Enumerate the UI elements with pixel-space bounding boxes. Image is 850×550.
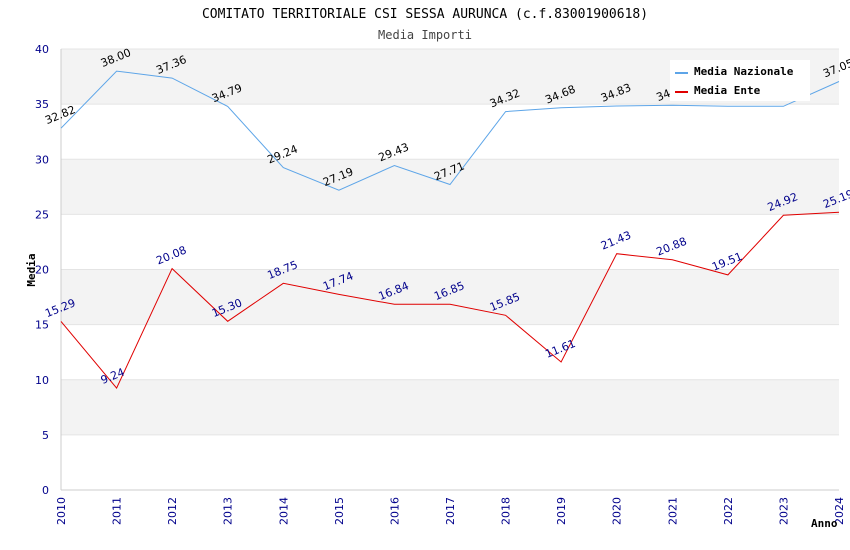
x-tick-label: 2018 [500, 497, 513, 525]
x-tick-label: 2010 [55, 497, 68, 525]
y-tick-label: 15 [35, 319, 49, 332]
grid-band [61, 379, 839, 435]
y-tick-label: 10 [35, 374, 49, 387]
chart-subtitle: Media Importi [378, 28, 472, 42]
series-line-media-ente [60, 211, 840, 390]
y-tick-label: 30 [35, 153, 49, 166]
x-tick-label: 2016 [388, 497, 401, 525]
x-tick-label: 2019 [555, 497, 568, 525]
data-label: 11.61 [543, 337, 577, 361]
series-line-media-nazionale [60, 70, 840, 191]
data-label: 20.08 [154, 244, 188, 268]
legend: Media Nazionale Media Ente [670, 60, 810, 101]
data-label: 21.43 [599, 229, 633, 253]
grid-band [61, 269, 839, 325]
y-tick-label: 40 [35, 43, 49, 56]
y-tick-labels: 0 5 10 15 20 25 30 35 40 [35, 43, 49, 497]
y-tick-label: 25 [35, 208, 49, 221]
x-tick-label: 2023 [777, 497, 790, 525]
series-lines [60, 70, 840, 390]
legend-label-media-ente: Media Ente [694, 84, 761, 97]
x-axis-label: Anno [811, 517, 838, 530]
y-tick-label: 5 [42, 429, 49, 442]
x-tick-label: 2017 [444, 497, 457, 525]
x-tick-label: 2012 [166, 497, 179, 525]
x-tick-label: 2015 [333, 497, 346, 525]
chart-title: COMITATO TERRITORIALE CSI SESSA AURUNCA … [202, 7, 648, 22]
legend-box [670, 60, 810, 101]
x-tick-label: 2021 [666, 497, 679, 525]
y-tick-label: 20 [35, 264, 49, 277]
x-tick-label: 2014 [277, 497, 290, 525]
y-tick-label: 0 [42, 484, 49, 497]
grid-band [61, 159, 839, 215]
x-tick-label: 2011 [111, 497, 124, 525]
x-tick-label: 2020 [611, 497, 624, 525]
y-tick-label: 35 [35, 98, 49, 111]
x-tick-label: 2013 [222, 497, 235, 525]
data-label: 20.88 [655, 235, 689, 259]
x-tick-labels: 2010 2011 2012 2013 2014 2015 2016 2017 2018 2019… [55, 497, 846, 525]
x-tick-label: 2024 [833, 497, 846, 525]
legend-label-media-nazionale: Media Nazionale [694, 65, 794, 78]
y-axis-label: Media [25, 253, 38, 286]
x-tick-label: 2022 [722, 497, 735, 525]
grid-bands [61, 49, 839, 435]
